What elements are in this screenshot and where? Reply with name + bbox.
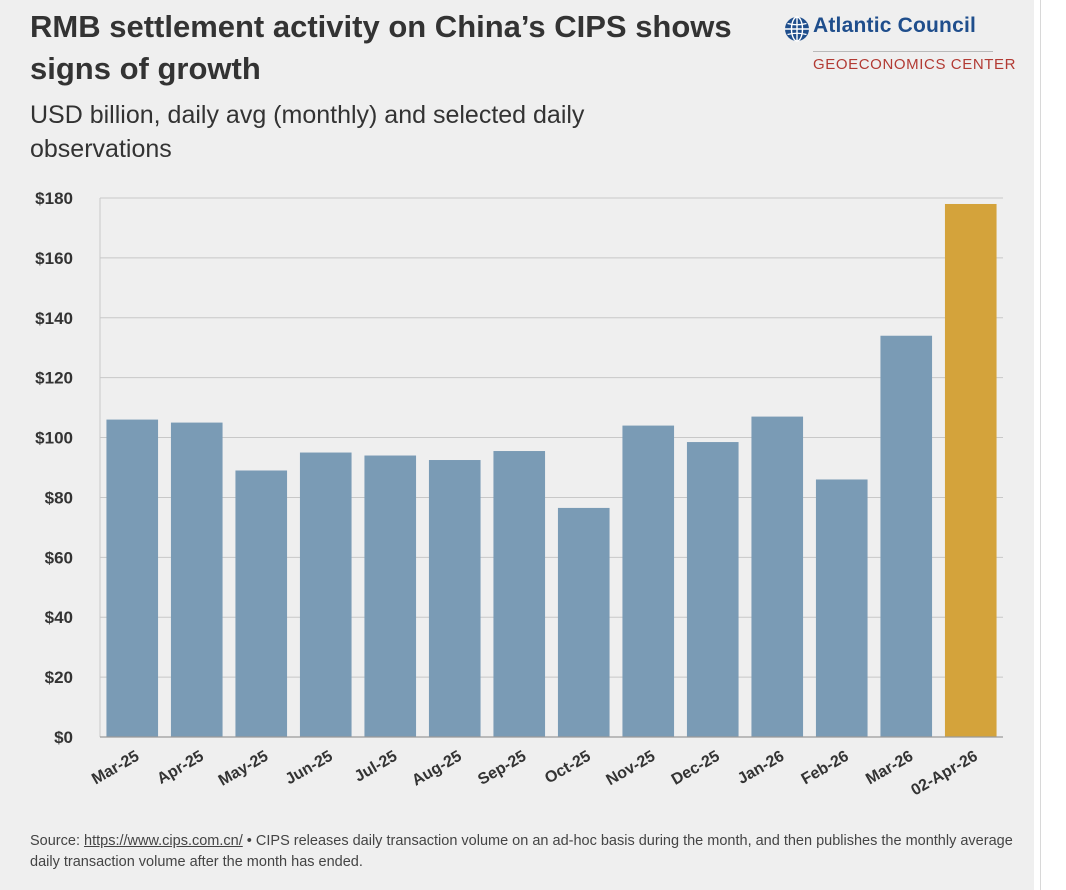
bar[interactable]: [557, 507, 610, 737]
bar[interactable]: [815, 479, 868, 737]
bar[interactable]: [493, 451, 546, 737]
source-link[interactable]: https://www.cips.com.cn/: [84, 833, 243, 849]
x-tick-label: Aug-25: [409, 748, 465, 790]
x-tick-label: Jun-25: [283, 748, 336, 789]
bar[interactable]: [364, 455, 417, 737]
bar[interactable]: [299, 452, 352, 737]
chart-subtitle: USD billion, daily avg (monthly) and sel…: [30, 101, 585, 163]
logo-divider: [813, 51, 993, 52]
y-tick-label: $40: [45, 608, 73, 627]
x-tick-label: Jan-26: [735, 748, 787, 788]
y-tick-label: $20: [45, 668, 73, 687]
y-tick-label: $60: [45, 548, 73, 567]
bar[interactable]: [428, 460, 481, 737]
bar[interactable]: [944, 203, 997, 737]
y-tick-label: $120: [35, 369, 73, 388]
chart-footnote: Source: https://www.cips.com.cn/ • CIPS …: [30, 831, 1020, 873]
x-tick-label: Mar-26: [863, 748, 916, 789]
x-tick-label: Dec-25: [669, 748, 723, 789]
x-tick-label: May-25: [216, 748, 272, 790]
footnote-note: • CIPS releases daily transaction volume…: [30, 833, 1013, 870]
y-tick-label: $100: [35, 429, 73, 448]
chart-title: RMB settlement activity on China’s CIPS …: [30, 9, 732, 86]
bar[interactable]: [106, 419, 159, 737]
bar[interactable]: [235, 470, 288, 737]
y-tick-label: $80: [45, 488, 73, 507]
source-label: Source:: [30, 833, 80, 849]
bar[interactable]: [880, 335, 933, 737]
globe-icon: [785, 16, 809, 42]
bar[interactable]: [170, 422, 223, 737]
y-tick-label: $160: [35, 249, 73, 268]
atlantic-council-logo[interactable]: Atlantic Council GEOECONOMICS CENTER: [784, 14, 1019, 84]
bar-chart: $0 $20 $40 $60 $80 $100 $120 $140 $160 $180 Mar-25…: [35, 189, 1003, 800]
x-tick-label: Sep-25: [475, 748, 529, 789]
x-tick-label: Apr-25: [154, 748, 206, 788]
logo-center: GEOECONOMICS CENTER: [813, 56, 1017, 73]
x-tick-label: Oct-25: [542, 748, 594, 788]
x-tick-label: Mar-25: [89, 748, 142, 789]
y-tick-label: $140: [35, 309, 73, 328]
bar[interactable]: [686, 442, 739, 737]
x-tick-label: Nov-25: [604, 748, 659, 789]
bar[interactable]: [622, 425, 675, 737]
logo-name: Atlantic Council: [813, 14, 977, 37]
page-edge: [1034, 0, 1066, 890]
x-tick-label: 02-Apr-26: [908, 748, 981, 800]
y-tick-label: $180: [35, 189, 73, 208]
page-edge-divider: [1040, 0, 1041, 890]
x-tick-label: Feb-26: [799, 748, 852, 789]
bar[interactable]: [751, 416, 804, 737]
y-tick-label: $0: [54, 728, 73, 747]
x-tick-label: Jul-25: [352, 748, 401, 786]
